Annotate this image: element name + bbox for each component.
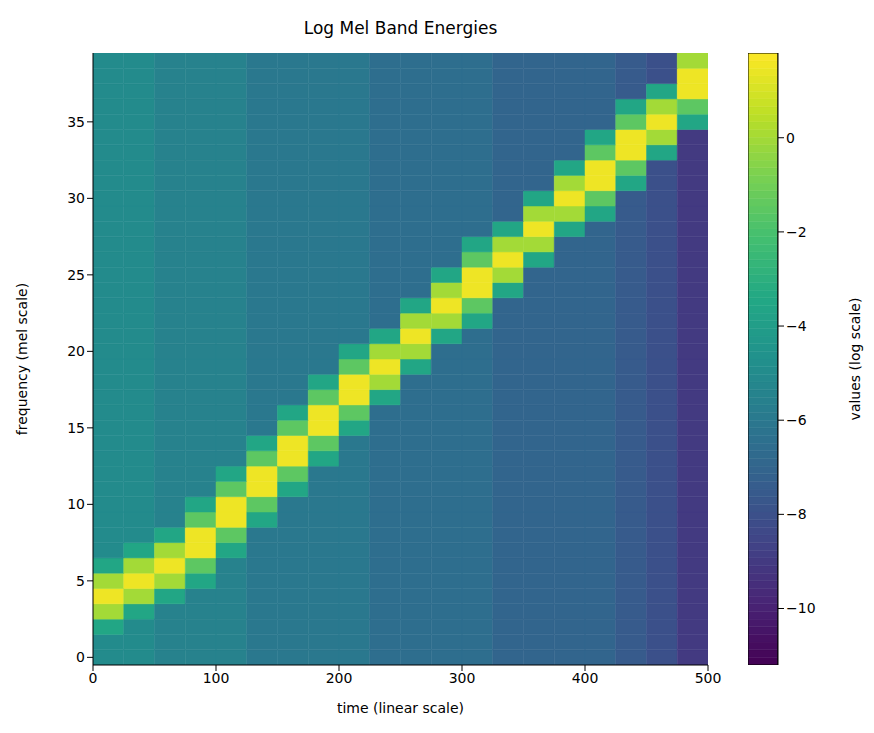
html-text:Log Mel Band Energies: Log Mel Band Energies bbox=[303, 18, 498, 38]
svg-text:0: 0 bbox=[89, 670, 98, 686]
svg-text:0: 0 bbox=[76, 649, 85, 665]
svg-text:200: 200 bbox=[326, 670, 353, 686]
svg-text:300: 300 bbox=[449, 670, 476, 686]
svg-text:10: 10 bbox=[67, 496, 85, 512]
svg-text:0: 0 bbox=[786, 130, 795, 146]
html-text:time (linear scale): time (linear scale) bbox=[336, 700, 465, 716]
svg-text:400: 400 bbox=[572, 670, 599, 686]
svg-text:−6: −6 bbox=[786, 412, 807, 428]
svg-text:25: 25 bbox=[67, 267, 85, 283]
svg-text:−8: −8 bbox=[786, 506, 807, 522]
svg-text:−10: −10 bbox=[786, 600, 816, 616]
html-text:frequency (mel scale): frequency (mel scale) bbox=[14, 282, 30, 436]
svg-text:15: 15 bbox=[67, 420, 85, 436]
svg-text:5: 5 bbox=[76, 573, 85, 589]
svg-text:35: 35 bbox=[67, 114, 85, 130]
svg-text:20: 20 bbox=[67, 343, 85, 359]
svg-text:30: 30 bbox=[67, 190, 85, 206]
html-text:values (log scale): values (log scale) bbox=[847, 297, 863, 421]
svg-text:100: 100 bbox=[203, 670, 230, 686]
svg-text:−2: −2 bbox=[786, 224, 807, 240]
svg-text:500: 500 bbox=[695, 670, 722, 686]
svg-text:−4: −4 bbox=[786, 318, 807, 334]
